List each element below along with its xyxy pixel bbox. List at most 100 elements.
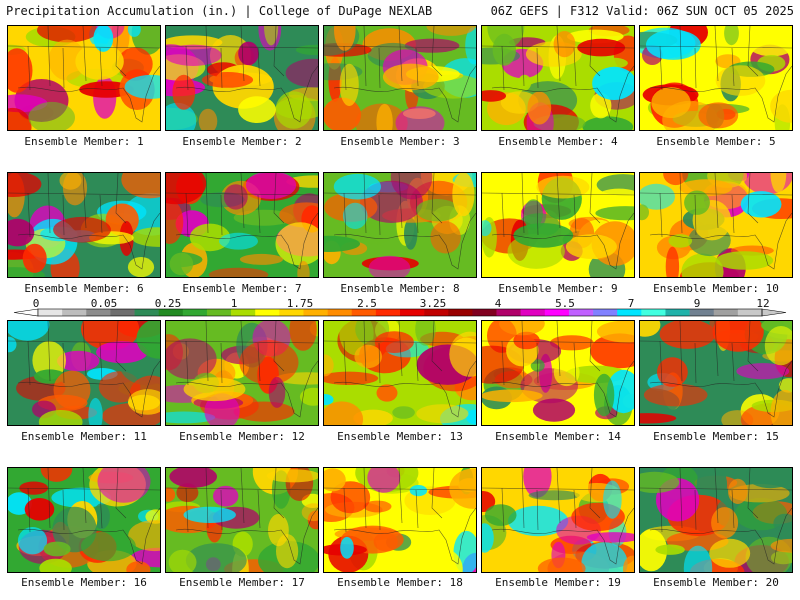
ensemble-member-label: Ensemble Member: 17 xyxy=(179,576,305,589)
ensemble-member-label: Ensemble Member: 5 xyxy=(656,135,776,148)
precip-field-map xyxy=(166,26,318,130)
model-run-valid-time: 06Z GEFS | F312 Valid: 06Z SUN OCT 05 20… xyxy=(490,4,794,18)
ensemble-member-label: Ensemble Member: 11 xyxy=(21,430,147,443)
colorbar-swatch xyxy=(38,309,63,316)
ensemble-member-label: Ensemble Member: 20 xyxy=(653,576,779,589)
precip-field-map xyxy=(640,173,792,277)
ensemble-map-panel xyxy=(639,320,793,426)
ensemble-member-label: Ensemble Member: 14 xyxy=(495,430,621,443)
ensemble-member-label: Ensemble Member: 1 xyxy=(24,135,144,148)
colorbar-swatch xyxy=(568,309,594,316)
colorbar-swatch xyxy=(641,309,666,316)
colorbar-swatch xyxy=(424,309,449,316)
colorbar-tick-label: 7 xyxy=(627,297,635,310)
colorbar-swatch xyxy=(303,309,328,316)
precip-field-map xyxy=(8,173,160,277)
colorbar-min-arrow xyxy=(13,308,39,317)
colorbar-swatch xyxy=(231,309,256,316)
precip-field-map xyxy=(8,468,160,572)
ensemble-map-panel xyxy=(165,320,319,426)
ensemble-member-label: Ensemble Member: 16 xyxy=(21,576,147,589)
ensemble-map-panel xyxy=(481,320,635,426)
ensemble-map-panel xyxy=(323,467,477,573)
colorbar-swatch xyxy=(255,309,280,316)
ensemble-map-panel xyxy=(639,25,793,131)
ensemble-member-label: Ensemble Member: 2 xyxy=(182,135,302,148)
colorbar-swatch xyxy=(375,309,401,316)
precip-colorbar xyxy=(13,308,787,317)
precip-field-map xyxy=(482,26,634,130)
ensemble-member-label: Ensemble Member: 12 xyxy=(179,430,305,443)
colorbar-swatch xyxy=(448,309,473,316)
precip-field-map xyxy=(482,173,634,277)
precip-field-map xyxy=(640,321,792,425)
ensemble-member-label: Ensemble Member: 7 xyxy=(182,282,302,295)
ensemble-map-panel xyxy=(639,467,793,573)
colorbar-swatch xyxy=(713,309,739,316)
ensemble-map-panel xyxy=(323,172,477,278)
colorbar-tick-label: 3.25 xyxy=(419,297,447,310)
colorbar-swatch xyxy=(134,309,159,316)
colorbar-swatch xyxy=(351,309,377,316)
precip-field-map xyxy=(640,468,792,572)
precip-field-map xyxy=(166,173,318,277)
ensemble-map-panel xyxy=(165,467,319,573)
precip-field-map xyxy=(324,468,476,572)
ensemble-map-panel xyxy=(7,320,161,426)
colorbar-swatch xyxy=(206,309,232,316)
colorbar-tick-label: 4 xyxy=(494,297,502,310)
colorbar-swatch xyxy=(520,309,546,316)
colorbar-swatch xyxy=(665,309,690,316)
ensemble-member-label: Ensemble Member: 19 xyxy=(495,576,621,589)
colorbar-tick-label: 9 xyxy=(693,297,701,310)
colorbar-tick-label: 1.75 xyxy=(286,297,314,310)
precip-field-map xyxy=(8,321,160,425)
colorbar-swatch xyxy=(279,309,304,316)
colorbar-tick-label: 0 xyxy=(32,297,40,310)
precip-field-map xyxy=(324,26,476,130)
ensemble-map-panel xyxy=(481,467,635,573)
ensemble-map-panel xyxy=(165,172,319,278)
precip-field-map xyxy=(482,468,634,572)
ensemble-map-panel xyxy=(7,172,161,278)
precip-field-map xyxy=(324,321,476,425)
ensemble-member-label: Ensemble Member: 3 xyxy=(340,135,460,148)
colorbar-swatch xyxy=(689,309,715,316)
precip-field-map xyxy=(166,468,318,572)
ensemble-map-panel xyxy=(165,25,319,131)
ensemble-map-panel xyxy=(7,25,161,131)
colorbar-swatch xyxy=(593,309,618,316)
ensemble-member-label: Ensemble Member: 8 xyxy=(340,282,460,295)
ensemble-map-panel xyxy=(639,172,793,278)
precip-field-map xyxy=(640,26,792,130)
colorbar-tick-label: 1 xyxy=(230,297,238,310)
ensemble-member-label: Ensemble Member: 6 xyxy=(24,282,144,295)
precip-field-map xyxy=(324,173,476,277)
colorbar-swatch xyxy=(327,309,353,316)
ensemble-map-panel xyxy=(323,25,477,131)
colorbar-swatch xyxy=(110,309,135,316)
ensemble-member-label: Ensemble Member: 13 xyxy=(337,430,463,443)
colorbar-tick-label: 5.5 xyxy=(555,297,575,310)
ensemble-member-label: Ensemble Member: 9 xyxy=(498,282,618,295)
colorbar-max-arrow xyxy=(761,308,787,317)
ensemble-map-panel xyxy=(481,25,635,131)
ensemble-member-label: Ensemble Member: 4 xyxy=(498,135,618,148)
colorbar-swatch xyxy=(400,309,425,316)
colorbar-tick-label: 0.25 xyxy=(154,297,182,310)
colorbar-swatch xyxy=(496,309,521,316)
colorbar-swatch xyxy=(472,309,497,316)
precip-field-map xyxy=(482,321,634,425)
colorbar-tick-label: 12 xyxy=(756,297,770,310)
map-title: Precipitation Accumulation (in.) | Colle… xyxy=(6,4,433,18)
precip-field-map xyxy=(166,321,318,425)
ensemble-map-panel xyxy=(481,172,635,278)
colorbar-swatch xyxy=(544,309,570,316)
colorbar-swatch xyxy=(158,309,184,316)
ensemble-member-label: Ensemble Member: 15 xyxy=(653,430,779,443)
ensemble-map-panel xyxy=(7,467,161,573)
colorbar-swatch xyxy=(737,309,763,316)
precip-field-map xyxy=(8,26,160,130)
colorbar-tick-label: 2.5 xyxy=(357,297,377,310)
colorbar-swatch xyxy=(86,309,111,316)
